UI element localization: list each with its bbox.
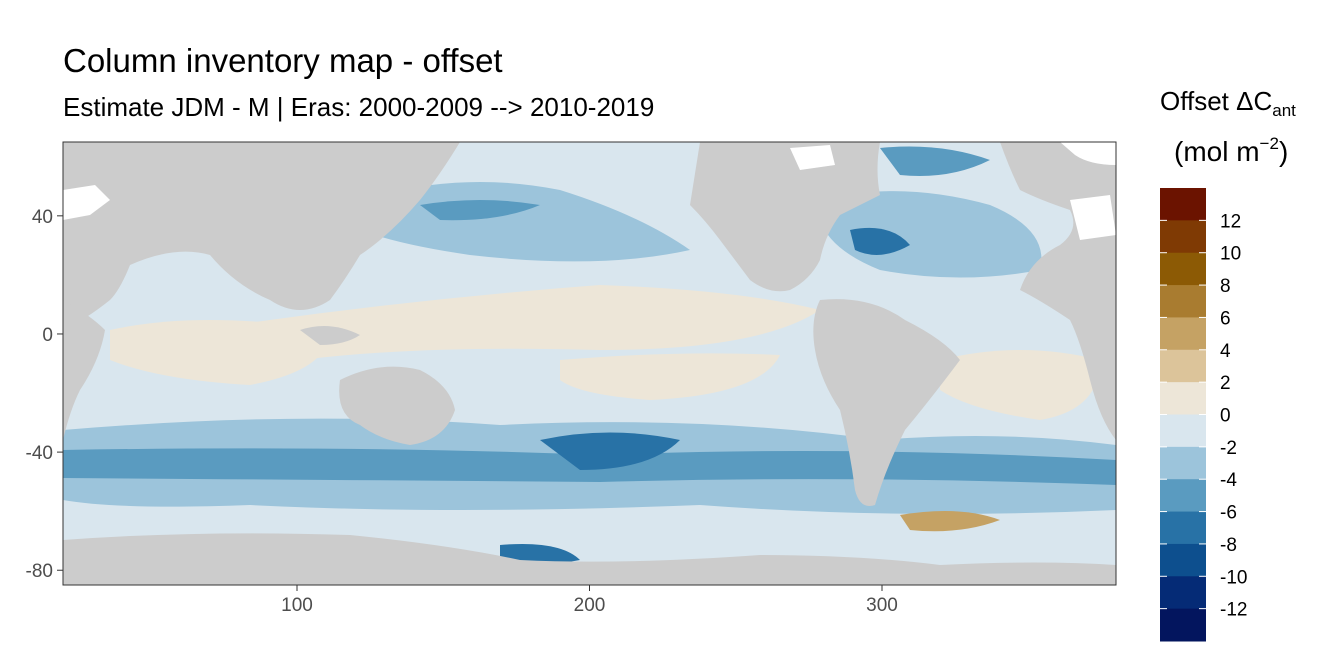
legend-swatch [1160,543,1206,577]
legend-swatch [1160,252,1206,286]
legend-swatch [1160,382,1206,415]
offset-patch-south-pacific-strong [540,432,680,470]
offset-patch-south-atlantic [940,350,1100,420]
legend-title: Offset ΔCant [1160,86,1296,120]
legend-label: -12 [1220,600,1247,621]
panel-border [62,141,1117,586]
missing-hudson [790,145,835,170]
legend-swatch [1160,414,1206,448]
legend-label: 2 [1220,373,1231,394]
land-north-america [690,142,880,292]
missing-arctic-right [1060,142,1116,165]
offset-patch-equatorial-pacific [200,285,820,360]
missing-caspian [63,185,110,220]
legend-unit: (mol m−2) [1174,134,1289,167]
legend-label: -10 [1220,567,1247,588]
legend-swatch [1160,285,1206,318]
legend-swatch [1160,317,1206,351]
chart-title: Column inventory map - offset [63,42,503,79]
y-tick-label: -80 [26,561,53,582]
x-axis: 100 200 300 [281,585,898,616]
legend-label: 4 [1220,341,1231,362]
land-australia [339,366,455,445]
land-maritime-continent [300,326,360,345]
legend-swatch [1160,576,1206,610]
legend-label: 6 [1220,308,1231,329]
offset-patch-weddell [900,511,1000,532]
y-tick-label: 0 [42,325,53,346]
offset-patch-tropical-pacific-south [560,353,780,400]
legend-swatch [1160,188,1206,221]
legend-label: -2 [1220,438,1237,459]
legend-label: 12 [1220,211,1241,232]
offset-patch-north-pacific-strong [420,200,540,221]
y-axis: 40 0 -40 -80 [26,207,63,582]
offset-patch-north-atlantic-strong [850,227,910,255]
x-tick-label: 200 [574,595,606,616]
missing-data [63,142,1116,240]
x-tick-label: 300 [866,595,898,616]
legend-swatch [1160,608,1206,642]
land-africa-east [63,142,105,440]
land-eurasia-africa [63,142,460,330]
map-panel [63,142,1116,585]
land-south-america [813,299,960,506]
offset-patch-north-atlantic [820,191,1042,278]
offset-patch-indian-ocean [110,320,330,385]
legend-swatch [1160,220,1206,254]
x-tick-label: 100 [281,595,313,616]
legend-label: 10 [1220,244,1241,265]
legend-swatch [1160,511,1206,545]
land-antarctica [63,533,1116,585]
chart-subtitle: Estimate JDM - M | Eras: 2000-2009 --> 2… [63,92,655,122]
legend-label: -4 [1220,470,1237,491]
offset-patch-ross-sea [500,544,580,565]
legend-swatch [1160,479,1206,513]
y-tick-label: 40 [32,207,53,228]
offset-patch-north-pacific [360,182,690,262]
legend-label: 0 [1220,406,1231,427]
legend-swatch [1160,349,1206,383]
legend-label: -6 [1220,503,1237,524]
offset-patch-subpolar-atlantic [880,146,990,176]
legend-colorbar: 12 10 8 6 4 2 0 -2 -4 -6 -8 -10 -12 [1160,188,1247,642]
legend-label: -8 [1220,535,1237,556]
y-tick-label: -40 [26,443,53,464]
missing-east-africa [1070,195,1116,240]
legend-label: 8 [1220,276,1231,297]
legend-swatch [1160,446,1206,480]
